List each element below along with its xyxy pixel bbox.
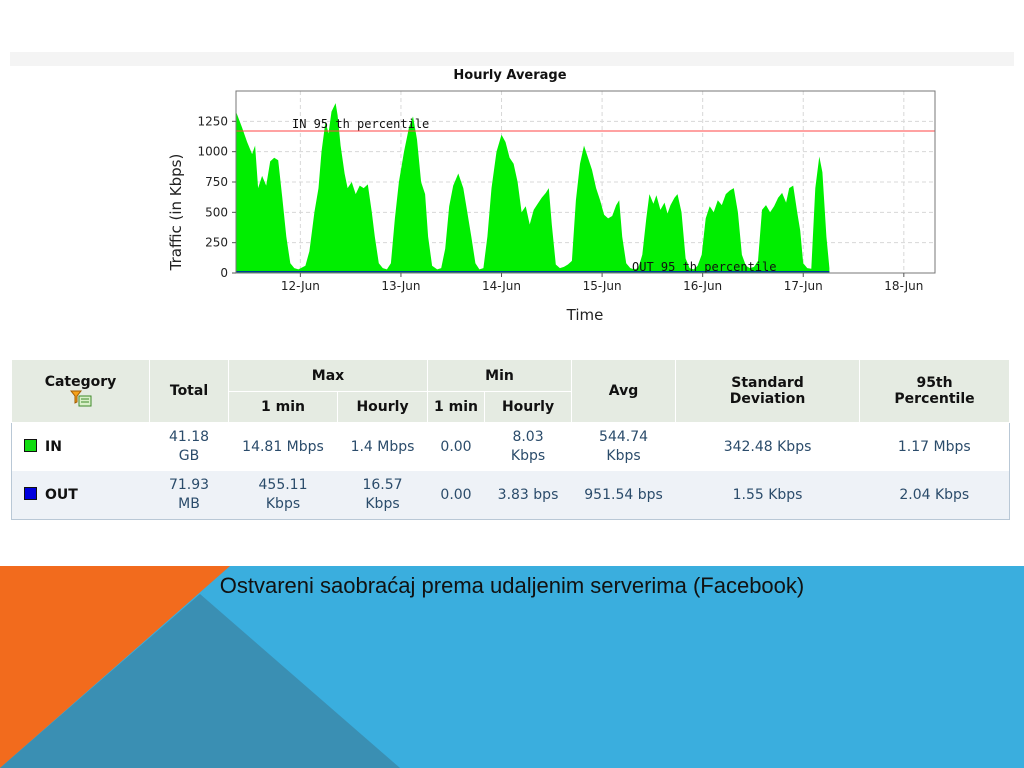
category-label: IN bbox=[45, 438, 62, 455]
total-cell: 71.93 MB bbox=[149, 471, 229, 520]
in-95th-label: IN 95 th percentile bbox=[292, 117, 429, 131]
std-cell: 1.55 Kbps bbox=[675, 471, 860, 520]
header-max[interactable]: Max bbox=[227, 359, 429, 392]
header-total[interactable]: Total bbox=[149, 359, 229, 423]
max-1min-cell: 455.11 Kbps bbox=[228, 471, 338, 520]
category-label: OUT bbox=[45, 486, 78, 503]
header-category[interactable]: Category bbox=[11, 359, 150, 423]
header-95th[interactable]: 95th Percentile bbox=[859, 359, 1011, 423]
avg-cell: 951.54 bps bbox=[571, 471, 676, 520]
total-unit: GB bbox=[178, 448, 200, 464]
traffic-chart: Hourly Average IN 95 th percentile OUT 95… bbox=[167, 68, 936, 324]
stats-table: Category Total Max Min Avg Standard Devi… bbox=[11, 359, 1011, 520]
total-unit: MB bbox=[178, 496, 200, 512]
min-hourly-value: 8.03 bbox=[512, 429, 544, 445]
pct-cell: 1.17 Mbps bbox=[859, 422, 1010, 471]
header-std-line1: Standard bbox=[731, 375, 804, 391]
header-std-line2: Deviation bbox=[729, 391, 806, 407]
std-cell: 342.48 Kbps bbox=[675, 422, 860, 471]
x-tick-label: 15-Jun bbox=[583, 279, 622, 293]
header-min-1min[interactable]: 1 min bbox=[427, 391, 486, 423]
x-axis-label: Time bbox=[566, 306, 604, 324]
x-tick-label: 14-Jun bbox=[482, 279, 521, 293]
chart-title: Hourly Average bbox=[453, 68, 566, 83]
orange-triangle bbox=[0, 566, 230, 768]
avg-unit: Kbps bbox=[606, 448, 641, 464]
x-tick-label: 16-Jun bbox=[683, 279, 722, 293]
y-tick-label: 250 bbox=[205, 236, 228, 250]
table-row: IN 41.18 GB 14.81 Mbps 1.4 Mbps 0.00 8.03… bbox=[11, 422, 1010, 471]
max-hourly-cell: 16.57 Kbps bbox=[337, 471, 428, 520]
max-1min-unit: Kbps bbox=[265, 496, 301, 512]
max-hourly-cell: 1.4 Mbps bbox=[337, 422, 428, 471]
header-max-1min[interactable]: 1 min bbox=[228, 391, 338, 423]
y-axis-label: Traffic (in Kbps) bbox=[167, 154, 185, 272]
category-cell: OUT bbox=[11, 471, 150, 520]
header-min[interactable]: Min bbox=[427, 359, 573, 392]
min-hourly-cell: 8.03 Kbps bbox=[484, 422, 572, 471]
x-tick-label: 17-Jun bbox=[784, 279, 823, 293]
max-hourly-unit: Kbps bbox=[365, 496, 400, 512]
x-tick-label: 12-Jun bbox=[281, 279, 320, 293]
header-avg[interactable]: Avg bbox=[571, 359, 677, 423]
header-std-dev[interactable]: Standard Deviation bbox=[675, 359, 861, 423]
min-hourly-unit: Kbps bbox=[510, 448, 546, 464]
in-swatch bbox=[24, 438, 37, 452]
category-cell: IN bbox=[11, 422, 150, 471]
plot-area: IN 95 th percentile OUT 95 th percentile bbox=[235, 90, 936, 274]
filter-icon[interactable] bbox=[69, 390, 92, 408]
y-tick-label: 0 bbox=[220, 266, 228, 280]
max-1min-cell: 14.81 Mbps bbox=[228, 422, 338, 471]
out-swatch bbox=[24, 486, 37, 500]
avg-cell: 544.74 Kbps bbox=[571, 422, 676, 471]
total-value: 41.18 bbox=[168, 429, 210, 445]
series-area-in bbox=[236, 103, 830, 273]
bottom-decoration bbox=[0, 566, 1024, 768]
y-tick-label: 750 bbox=[205, 175, 228, 189]
min-1min-cell: 0.00 bbox=[427, 471, 485, 520]
max-1min-value: 455.11 bbox=[258, 477, 308, 493]
pct-cell: 2.04 Kbps bbox=[859, 471, 1010, 520]
y-tick-label: 500 bbox=[205, 205, 228, 219]
min-hourly-cell: 3.83 bps bbox=[484, 471, 572, 520]
total-cell: 41.18 GB bbox=[149, 422, 229, 471]
out-95th-label: OUT 95 th percentile bbox=[632, 260, 777, 274]
x-tick-label: 18-Jun bbox=[884, 279, 923, 293]
header-max-hourly[interactable]: Hourly bbox=[336, 391, 429, 423]
top-band bbox=[10, 52, 1014, 66]
total-value: 71.93 bbox=[168, 477, 210, 493]
dark-triangle bbox=[0, 594, 400, 768]
max-hourly-value: 16.57 bbox=[362, 477, 403, 493]
avg-value: 544.74 bbox=[599, 429, 649, 445]
header-pct-line1: 95th bbox=[916, 375, 953, 391]
header-pct-line2: Percentile bbox=[894, 391, 975, 407]
y-tick-label: 1250 bbox=[197, 114, 228, 128]
slide-caption: Ostvareni saobraćaj prema udaljenim serv… bbox=[219, 573, 805, 598]
table-row: OUT 71.93 MB 455.11 Kbps 16.57 Kbps 0.00 3.… bbox=[11, 471, 1010, 520]
header-category-label: Category bbox=[44, 374, 117, 390]
min-1min-cell: 0.00 bbox=[427, 422, 485, 471]
y-tick-label: 1000 bbox=[197, 145, 228, 159]
axes: 0 250 500 750 1000 1250 12-Jun 13-Jun 14-Jun 15-J… bbox=[197, 114, 923, 293]
x-tick-label: 13-Jun bbox=[381, 279, 420, 293]
header-min-hourly[interactable]: Hourly bbox=[484, 391, 573, 423]
